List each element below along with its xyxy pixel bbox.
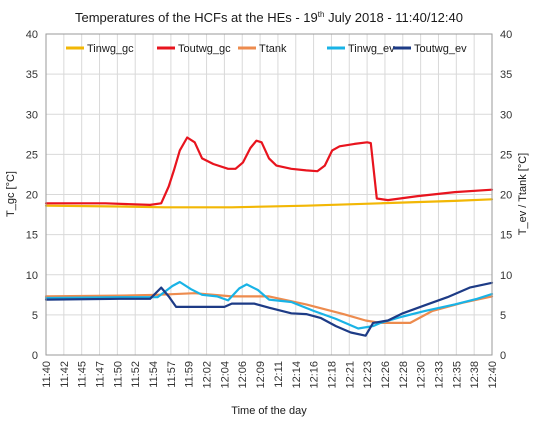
- x-tick-label: 12:06: [237, 361, 249, 389]
- y-tick-label-left: 25: [26, 149, 38, 161]
- axis-ticks: 0 0 5 5 10 10 15 15 20 20 25 25 30 30 35 35 40 40 11:40 11:…: [26, 29, 513, 389]
- y-tick-label-left: 5: [32, 310, 38, 322]
- y-tick-label-left: 15: [26, 230, 38, 242]
- series-line-ttank: [44, 292, 494, 324]
- x-tick-label: 12:38: [469, 361, 481, 389]
- series-line-tinwg-ev: [44, 280, 494, 330]
- x-tick-label: 12:23: [362, 361, 374, 389]
- y-tick-label-right: 25: [500, 149, 512, 161]
- y-axis-label-right: T_ev / Ttank [°C]: [517, 153, 529, 235]
- y-tick-label-right: 35: [500, 69, 512, 81]
- x-tick-label: 12:26: [380, 361, 392, 389]
- y-tick-label-right: 0: [500, 350, 506, 362]
- y-tick-label-right: 20: [500, 190, 512, 202]
- x-tick-label: 11:50: [112, 361, 124, 388]
- x-tick-label: 12:14: [291, 361, 303, 389]
- y-axis-label-left: T_gc [°C]: [5, 171, 17, 217]
- x-tick-label: 12:28: [398, 361, 410, 389]
- y-tick-label-right: 10: [500, 270, 512, 282]
- legend-item-label: Tinwg_gc: [87, 43, 134, 55]
- y-tick-label-right: 15: [500, 230, 512, 242]
- x-axis-label: Time of the day: [231, 405, 307, 417]
- x-tick-label: 12:11: [273, 361, 285, 388]
- x-tick-label: 11:47: [95, 361, 107, 388]
- series-line-tinwg-gc: [44, 198, 494, 209]
- x-tick-label: 11:42: [59, 361, 71, 388]
- y-tick-label-left: 0: [32, 350, 38, 362]
- x-tick-label: 12:40: [487, 361, 499, 389]
- legend-item-label: Toutwg_ev: [414, 43, 467, 55]
- x-tick-label: 11:57: [166, 361, 178, 388]
- x-tick-label: 11:52: [130, 361, 142, 388]
- x-tick-label: 12:04: [219, 361, 231, 389]
- y-tick-label-left: 30: [26, 109, 38, 121]
- series-line-toutwg-gc: [44, 136, 494, 206]
- y-tick-label-right: 40: [500, 29, 512, 41]
- x-tick-label: 12:18: [326, 361, 338, 389]
- y-tick-label-right: 30: [500, 109, 512, 121]
- x-tick-label: 12:33: [433, 361, 445, 389]
- x-tick-label: 12:35: [451, 361, 463, 389]
- legend-item-label: Tinwg_ev: [348, 43, 395, 55]
- y-tick-label-right: 5: [500, 310, 506, 322]
- chart-title: Temperatures of the HCFs at the HEs - 19…: [75, 10, 463, 25]
- legend: Tinwg_gc Toutwg_gc Ttank Tinwg_ev Toutwg_ev: [66, 43, 467, 55]
- x-tick-label: 11:40: [41, 361, 53, 388]
- y-tick-label-left: 20: [26, 190, 38, 202]
- y-tick-label-left: 40: [26, 29, 38, 41]
- y-tick-label-left: 10: [26, 270, 38, 282]
- series-lines: [44, 136, 494, 337]
- x-tick-label: 12:21: [344, 361, 356, 389]
- x-tick-label: 11:45: [77, 361, 89, 388]
- plot-area-border: [45, 33, 493, 356]
- x-tick-label: 11:59: [184, 361, 196, 388]
- legend-item-label: Ttank: [259, 43, 287, 55]
- x-tick-label: 12:16: [309, 361, 321, 389]
- x-tick-label: 12:09: [255, 361, 267, 389]
- x-tick-label: 12:02: [202, 361, 214, 389]
- y-tick-label-left: 35: [26, 69, 38, 81]
- series-line-toutwg-ev: [44, 281, 494, 337]
- x-tick-label: 11:54: [148, 361, 160, 388]
- x-tick-label: 12:30: [416, 361, 428, 389]
- legend-item-label: Toutwg_gc: [178, 43, 231, 55]
